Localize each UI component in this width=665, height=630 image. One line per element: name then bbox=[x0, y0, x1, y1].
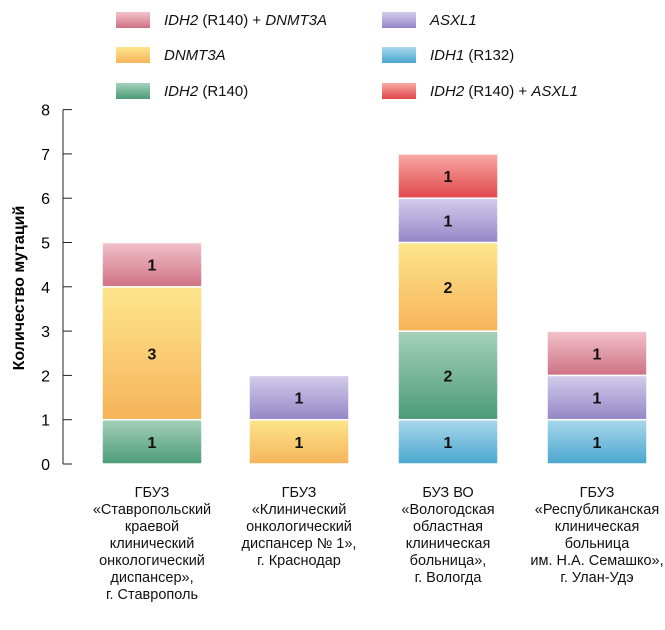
x-tick-label-line: «Клинический bbox=[251, 502, 347, 518]
legend-item-dnmt3a: DNMT3A bbox=[116, 45, 226, 65]
legend-item-idh2_dnmt3a: IDH2 (R140) + DNMT3A bbox=[116, 10, 327, 30]
legend-swatch bbox=[382, 47, 416, 63]
data-label-idh1-4: 1 bbox=[593, 435, 602, 452]
x-tick-label-line: ГБУЗ bbox=[134, 485, 170, 501]
legend-item-asxl1: ASXL1 bbox=[382, 10, 477, 30]
legend-item-idh1: IDH1 (R132) bbox=[382, 45, 514, 65]
legend: IDH2 (R140) + DNMT3A ASXL1 DNMT3A IDH1 (R13… bbox=[0, 0, 665, 110]
x-tick-label-line: г. Ставрополь bbox=[105, 587, 199, 603]
x-tick-label-line: г. Краснодар bbox=[257, 553, 341, 569]
x-tick-label-line: онкологический bbox=[246, 519, 352, 535]
y-axis: 0 1 2 3 4 5 6 7 8 bbox=[41, 103, 72, 474]
legend-swatch bbox=[382, 12, 416, 28]
x-tick-label-line: краевой bbox=[124, 519, 180, 535]
data-label-idh2-3: 2 bbox=[444, 368, 453, 385]
x-tick-label: ГБУЗ «Республиканская клиническая больница и… bbox=[522, 485, 665, 587]
x-tick-label-line: больница bbox=[564, 536, 630, 552]
data-label-idh2_asxl1-3: 1 bbox=[444, 169, 453, 186]
legend-swatch bbox=[116, 47, 150, 63]
x-tick-label-line: диспансер № 1», bbox=[241, 536, 357, 552]
x-tick-label-line: г. Вологда bbox=[414, 570, 482, 586]
data-label-asxl1-3: 1 bbox=[444, 213, 453, 230]
y-tick-label: 4 bbox=[41, 280, 50, 297]
y-tick-label: 7 bbox=[41, 147, 50, 164]
x-tick-label-line: «Ставропольский bbox=[92, 502, 212, 518]
x-tick-label: БУЗ ВО «Вологодская областная клиническая бо… bbox=[373, 485, 523, 587]
legend-label: IDH2 (R140) bbox=[164, 82, 249, 100]
data-label-dnmt3a-2: 1 bbox=[295, 435, 304, 452]
legend-label: IDH2 (R140) + DNMT3A bbox=[164, 11, 327, 29]
bar-segment-dnmt3a-3 bbox=[397, 241, 499, 332]
bar-segment-idh2_asxl1-3 bbox=[397, 153, 499, 199]
legend-item-idh2_asxl1: IDH2 (R140) + ASXL1 bbox=[382, 81, 578, 101]
data-label-asxl1-2: 1 bbox=[295, 391, 304, 408]
bars-layer: 1 3 1 1 1 1 2 2 1 1 1 1 1 bbox=[101, 153, 648, 465]
x-tick-label-line: «Вологодская bbox=[401, 502, 495, 518]
data-label-idh2_dnmt3a-1: 1 bbox=[148, 258, 157, 275]
bar-segment-asxl1-2 bbox=[248, 374, 350, 421]
x-tick-label-line: клиническая bbox=[405, 536, 491, 552]
x-tick-label-line: г. Улан-Удэ bbox=[560, 570, 634, 586]
bar-segment-dnmt3a-2 bbox=[248, 418, 350, 465]
x-tick-label-line: диспансер», bbox=[110, 570, 194, 586]
legend-label: DNMT3A bbox=[164, 46, 226, 64]
x-tick-label-line: клиническая bbox=[554, 519, 640, 535]
y-tick-label: 2 bbox=[41, 368, 50, 385]
y-tick-label: 1 bbox=[41, 413, 50, 430]
data-label-idh1-3: 1 bbox=[444, 435, 453, 452]
x-tick-label-line: больница», bbox=[409, 553, 487, 569]
legend-swatch bbox=[382, 83, 416, 99]
data-label-asxl1-4: 1 bbox=[593, 391, 602, 408]
y-axis-label: Количество мутаций bbox=[11, 206, 28, 371]
data-label-dnmt3a-3: 2 bbox=[444, 280, 453, 297]
legend-label: IDH1 (R132) bbox=[430, 46, 515, 64]
bar-segment-idh1-3 bbox=[397, 418, 499, 465]
x-tick-label-line: онкологический bbox=[99, 553, 205, 569]
legend-swatch bbox=[116, 12, 150, 28]
data-label-dnmt3a-1: 3 bbox=[148, 346, 157, 363]
bar-segment-idh2-3 bbox=[397, 330, 499, 421]
bar-segment-dnmt3a-1 bbox=[101, 286, 203, 421]
x-tick-label-line: «Республиканская bbox=[534, 502, 660, 518]
legend-label: ASXL1 bbox=[430, 11, 477, 29]
legend-label: IDH2 (R140) + ASXL1 bbox=[430, 82, 579, 100]
y-tick-label: 5 bbox=[41, 236, 50, 253]
x-tick-label: ГБУЗ «Ставропольский краевой клинический онк… bbox=[77, 485, 227, 604]
x-tick-label-line: ГБУЗ bbox=[281, 485, 317, 501]
bar-segment-idh2_dnmt3a-1 bbox=[101, 241, 203, 288]
bar-segment-idh1-4 bbox=[546, 418, 648, 465]
legend-item-idh2: IDH2 (R140) bbox=[116, 81, 248, 101]
x-tick-label-line: областная bbox=[412, 519, 484, 535]
x-tick-label-line: ГБУЗ bbox=[579, 485, 615, 501]
x-tick-label-line: клинический bbox=[109, 536, 195, 552]
data-label-idh2-1: 1 bbox=[148, 435, 157, 452]
bar-segment-idh2_dnmt3a-4 bbox=[546, 330, 648, 377]
x-tick-label-line: им. Н.А. Семашко», bbox=[530, 553, 664, 569]
data-label-idh2_dnmt3a-4: 1 bbox=[593, 346, 602, 363]
bar-segment-asxl1-4 bbox=[546, 374, 648, 421]
y-tick-label: 0 bbox=[41, 457, 50, 474]
bar-segment-idh2-1 bbox=[101, 418, 203, 465]
y-tick-label: 8 bbox=[41, 103, 50, 120]
y-tick-label: 3 bbox=[41, 324, 50, 341]
y-tick-label: 6 bbox=[41, 191, 50, 208]
x-tick-label-line: БУЗ ВО bbox=[422, 485, 474, 501]
legend-swatch bbox=[116, 83, 150, 99]
x-tick-label: ГБУЗ «Клинический онкологический диспансер … bbox=[224, 485, 374, 570]
